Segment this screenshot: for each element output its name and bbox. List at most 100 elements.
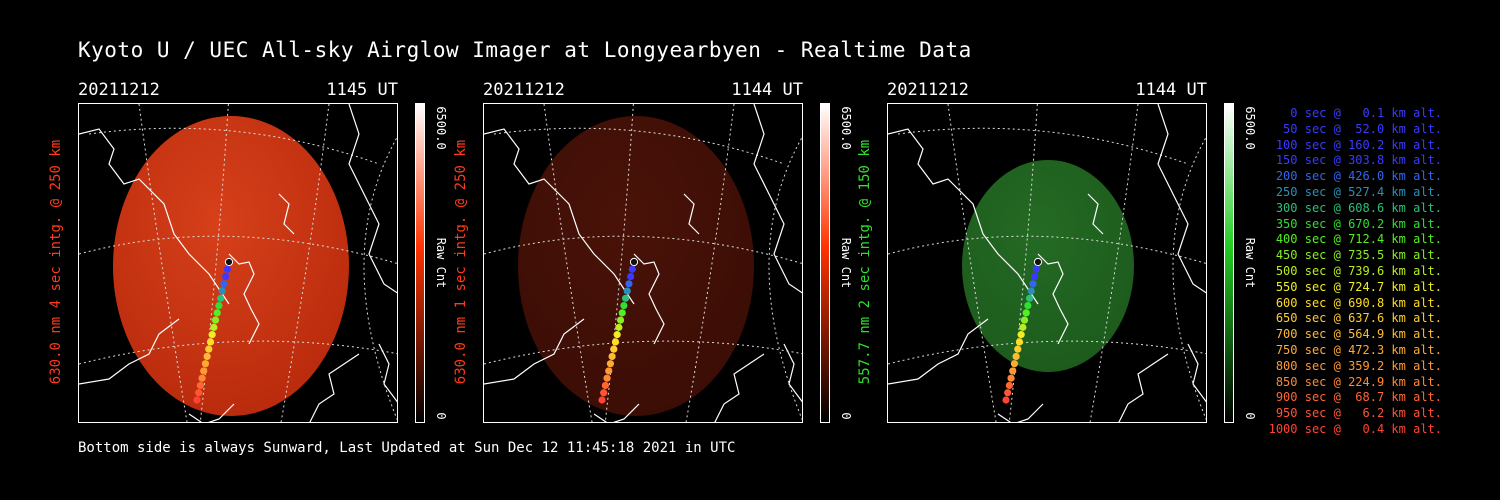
panel-date: 20211212	[78, 80, 160, 100]
graticule-line	[79, 340, 397, 365]
allsky-map-svg	[79, 104, 397, 422]
coastline	[633, 253, 665, 345]
colorbar	[415, 103, 425, 423]
coastline	[228, 253, 260, 345]
trajectory-dot	[208, 331, 216, 339]
trajectory-dot	[1027, 287, 1035, 295]
trajectory-dot	[615, 323, 623, 331]
trajectory-dot	[603, 374, 611, 382]
coastline	[1037, 253, 1069, 345]
legend-row: 850 sec @ 224.9 km alt.	[1275, 374, 1442, 389]
trajectory-dot	[203, 352, 211, 361]
coastline	[484, 318, 585, 385]
panel-time: 1144 UT	[731, 80, 803, 100]
legend-row: 600 sec @ 690.8 km alt.	[1275, 295, 1442, 310]
trajectory-dot	[211, 316, 220, 324]
trajectory-dot	[613, 331, 621, 339]
coastline	[1157, 104, 1206, 294]
trajectory-dot	[1010, 360, 1019, 368]
trajectory-dot	[198, 374, 206, 382]
trajectory-dot	[1009, 367, 1017, 375]
coastline	[188, 403, 235, 422]
legend-row: 0 sec @ 0.1 km alt.	[1290, 106, 1442, 120]
trajectory-dot	[1022, 309, 1030, 317]
legend-row: 650 sec @ 637.6 km alt.	[1275, 311, 1442, 326]
trajectory-dot	[216, 294, 225, 302]
allsky-image	[483, 103, 803, 423]
colorbar-unit: Raw Cnt	[434, 237, 448, 289]
legend-row: 450 sec @ 735.5 km alt.	[1275, 248, 1442, 263]
coastline	[714, 353, 765, 422]
panel-time: 1144 UT	[1135, 80, 1207, 100]
graticule-line	[888, 340, 1206, 365]
trajectory-dot	[1002, 396, 1010, 404]
legend-row: 1000 sec @ 0.4 km alt.	[1268, 421, 1442, 436]
panel-date: 20211212	[483, 80, 565, 100]
coastline	[79, 128, 230, 305]
panel-ylabel: 630.0 nm 1 sec intg. @ 250 km	[453, 139, 469, 385]
colorbar-unit: Raw Cnt	[839, 237, 853, 289]
trajectory-dot	[218, 287, 226, 295]
trajectory-dot	[598, 396, 606, 404]
legend-row: 750 sec @ 472.3 km alt.	[1275, 342, 1442, 357]
trajectory-dot	[627, 272, 635, 281]
airglow-ellipse	[113, 116, 349, 416]
trajectory-dot	[196, 381, 204, 390]
trajectory-dot	[205, 345, 213, 353]
colorbar	[820, 103, 830, 423]
trajectory-dot	[616, 316, 625, 324]
legend-row: 50 sec @ 52.0 km alt.	[1283, 121, 1442, 136]
trajectory-dot	[200, 367, 208, 375]
trajectory-dot	[623, 287, 631, 295]
graticule-line	[484, 235, 802, 264]
legend-row: 800 sec @ 359.2 km alt.	[1275, 358, 1442, 373]
graticule-line	[897, 127, 1189, 165]
panel-time: 1145 UT	[326, 80, 398, 100]
graticule-line	[138, 104, 188, 422]
colorbar-max: 6500.0	[434, 106, 448, 150]
graticule-line	[199, 104, 229, 422]
trajectory-dot	[620, 301, 628, 310]
trajectory-dot	[1032, 265, 1040, 273]
trajectory-dot	[1029, 280, 1037, 288]
trajectory-dot	[1031, 272, 1039, 281]
legend-row: 550 sec @ 724.7 km alt.	[1275, 279, 1442, 294]
trajectory-dot	[1004, 389, 1012, 397]
allsky-map-svg	[888, 104, 1206, 422]
panel-ylabel: 557.7 nm 2 sec intg. @ 150 km	[857, 139, 873, 385]
trajectory-dot	[625, 280, 633, 288]
coastline	[378, 343, 397, 403]
trajectory-dot	[606, 360, 615, 368]
trajectory-dot	[222, 272, 230, 281]
trajectory-dot	[195, 389, 203, 397]
trajectory-dot	[220, 280, 228, 288]
graticule-line	[363, 136, 397, 421]
graticule-line	[1008, 104, 1038, 422]
trajectory-dot	[628, 265, 636, 273]
trajectory-dot	[629, 257, 639, 267]
legend-row: 150 sec @ 303.8 km alt.	[1275, 153, 1442, 168]
legend-row: 950 sec @ 6.2 km alt.	[1275, 406, 1442, 421]
colorbar-min: 0	[839, 412, 853, 420]
panel-date: 20211212	[887, 80, 969, 100]
graticule-line	[604, 104, 634, 422]
graticule-line	[768, 136, 802, 421]
trajectory-legend: 0 sec @ 0.1 km alt. 50 sec @ 52.0 km alt.…	[1250, 106, 1442, 438]
trajectory-dot	[1005, 381, 1013, 390]
trajectory-dot	[210, 323, 218, 331]
coastline	[278, 193, 295, 235]
coastline	[1118, 353, 1169, 422]
coastline	[753, 104, 802, 294]
trajectory-dot	[215, 301, 223, 310]
trajectory-dot	[206, 338, 215, 346]
trajectory-dot	[1017, 331, 1025, 339]
trajectory-dot	[1015, 338, 1024, 346]
coastline	[683, 193, 700, 235]
coastline	[783, 343, 802, 403]
coastline	[1087, 193, 1104, 235]
trajectory-dot	[1025, 294, 1034, 302]
coastline	[79, 318, 180, 385]
allsky-image	[78, 103, 398, 423]
trajectory-dot	[1019, 323, 1027, 331]
legend-row: 100 sec @ 160.2 km alt.	[1275, 137, 1442, 152]
